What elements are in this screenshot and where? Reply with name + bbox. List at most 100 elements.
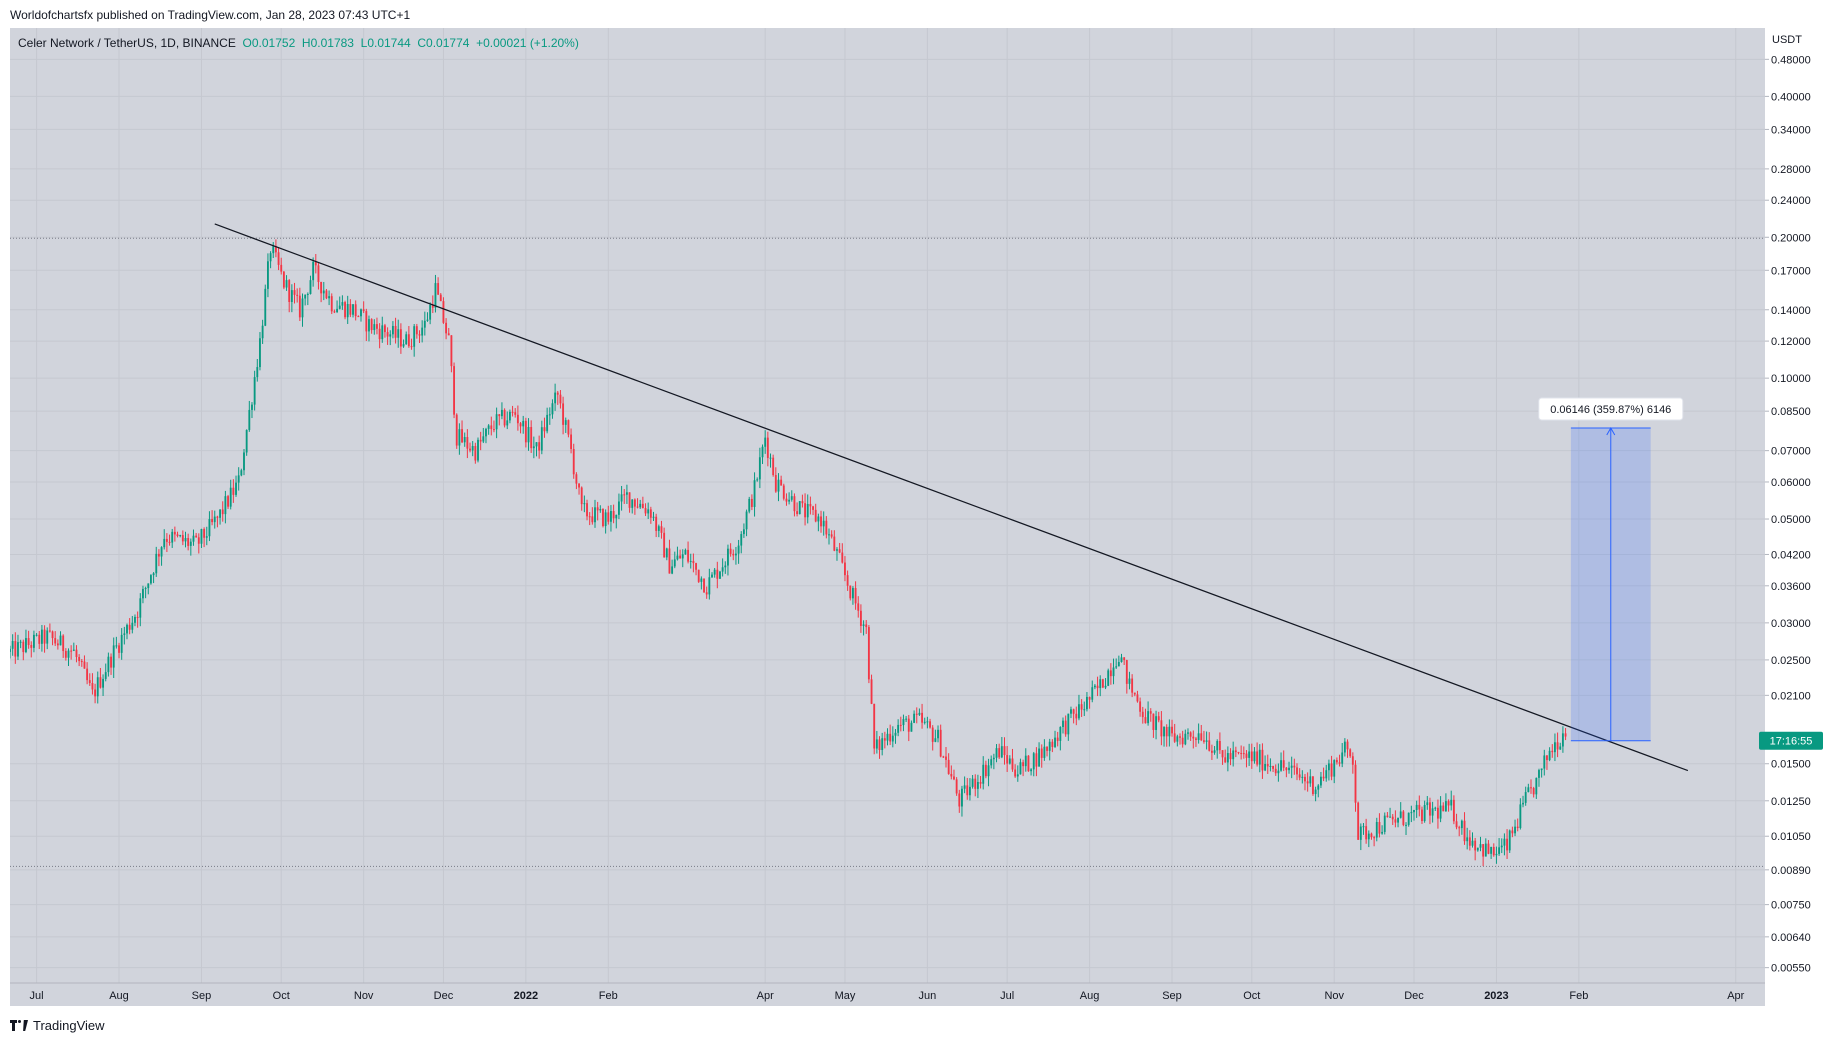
candle-body — [1141, 711, 1144, 718]
candle-body — [264, 288, 267, 326]
candle-body — [1200, 733, 1203, 741]
candle-body — [107, 656, 110, 673]
time-axis-labels: Jul Aug Sep Oct Nov Dec 2022 Feb Apr May Jun Jul Aug… — [30, 990, 1745, 1002]
chart-area[interactable]: 0.06146 (359.87%) 6146 0.48000 0.40000 0.3… — [10, 28, 1831, 1006]
measure-layer[interactable]: 0.06146 (359.87%) 6146 — [1538, 397, 1684, 742]
candle-body — [971, 778, 974, 787]
legend-high: H0.01783 — [301, 36, 354, 50]
y-tick-label: 0.40000 — [1771, 91, 1811, 103]
chart-svg[interactable]: 0.06146 (359.87%) 6146 0.48000 0.40000 0.3… — [10, 28, 1831, 1006]
candle-body — [1011, 758, 1014, 770]
candle-body — [1320, 776, 1322, 786]
candle-body — [112, 645, 115, 668]
candle-body — [1218, 741, 1221, 751]
x-tick-label: Jul — [1000, 990, 1014, 1002]
x-tick-label: Nov — [354, 990, 374, 1002]
candle-body — [1123, 657, 1126, 661]
candle-body — [176, 534, 179, 537]
candle-body — [777, 479, 780, 492]
candle-body — [1564, 733, 1567, 737]
candle-body — [543, 427, 546, 432]
candle-body — [471, 445, 474, 451]
candle-body — [1171, 726, 1173, 734]
candle-body — [588, 516, 591, 518]
candle-body — [963, 785, 966, 789]
candle-body — [328, 296, 331, 299]
candle-body — [804, 503, 806, 518]
candle-body — [1431, 808, 1434, 816]
candle-body — [453, 366, 455, 415]
candle-body — [466, 437, 469, 449]
candle-body — [354, 304, 357, 317]
candle-body — [373, 324, 376, 331]
candle-body — [793, 496, 796, 512]
candle-body — [929, 721, 931, 728]
candle-body — [1343, 741, 1346, 753]
candle-body — [891, 735, 894, 742]
candle-body — [822, 520, 825, 527]
candle-body — [463, 437, 466, 443]
candle-body — [123, 633, 126, 635]
candle-body — [1030, 769, 1033, 772]
candle-body — [806, 503, 809, 518]
candle-body — [703, 578, 705, 593]
candle-body — [301, 298, 304, 318]
candle-body — [705, 592, 708, 595]
candle-body — [384, 325, 386, 333]
candle-body — [150, 575, 152, 584]
candle-body — [695, 563, 697, 570]
publisher-line: Worldofchartsfx published on TradingView… — [10, 8, 411, 22]
candle-body — [838, 549, 841, 553]
y-tick-label: 0.00890 — [1771, 865, 1811, 877]
candle-body — [1452, 799, 1455, 822]
candle-body — [1514, 826, 1516, 834]
candle-body — [1482, 844, 1485, 857]
trendline-layer[interactable] — [214, 223, 1689, 772]
candle-body — [458, 429, 461, 446]
candle-body — [1301, 776, 1304, 778]
candle-body — [607, 512, 610, 522]
footer[interactable]: TradingView — [10, 1018, 105, 1033]
x-tick-label: Aug — [109, 990, 129, 1002]
candle-body — [1240, 753, 1243, 755]
x-tick-label: Oct — [1243, 990, 1260, 1002]
candle-body — [1232, 750, 1235, 760]
candle-body — [1487, 843, 1490, 854]
candle-body — [921, 712, 923, 723]
candle-body — [532, 446, 535, 449]
y-tick-label: 0.06000 — [1771, 477, 1811, 489]
candle-body — [976, 781, 979, 789]
candle-body — [1437, 807, 1439, 819]
candle-body — [1264, 764, 1267, 771]
candle-body — [152, 573, 155, 576]
candle-body — [38, 634, 41, 644]
plot-background — [10, 28, 1765, 1006]
candle-body — [1120, 657, 1123, 663]
candle-body — [1131, 678, 1134, 693]
candle-body — [1051, 741, 1054, 747]
candle-body — [110, 656, 112, 668]
candle-body — [931, 727, 934, 742]
candle-body — [197, 537, 200, 544]
candle-body — [1522, 802, 1524, 805]
candle-body — [349, 304, 352, 315]
candle-body — [1067, 713, 1070, 735]
candle-body — [160, 547, 163, 557]
candle-body — [522, 420, 525, 427]
candle-body — [1341, 752, 1344, 764]
y-tick-label: 0.00640 — [1771, 932, 1811, 944]
candle-body — [926, 721, 929, 723]
candle-body — [1397, 817, 1399, 823]
candle-body — [875, 739, 878, 749]
candle-body — [1309, 776, 1312, 784]
candle-body — [830, 534, 833, 537]
candle-body — [519, 423, 522, 427]
x-tick-label: Dec — [434, 990, 454, 1002]
candle-body — [272, 246, 275, 254]
candle-body — [1373, 837, 1376, 839]
candle-body — [1556, 742, 1559, 750]
candle-body — [243, 452, 245, 471]
candle-body — [982, 764, 985, 784]
candle-body — [426, 319, 429, 321]
candle-body — [1426, 802, 1429, 806]
